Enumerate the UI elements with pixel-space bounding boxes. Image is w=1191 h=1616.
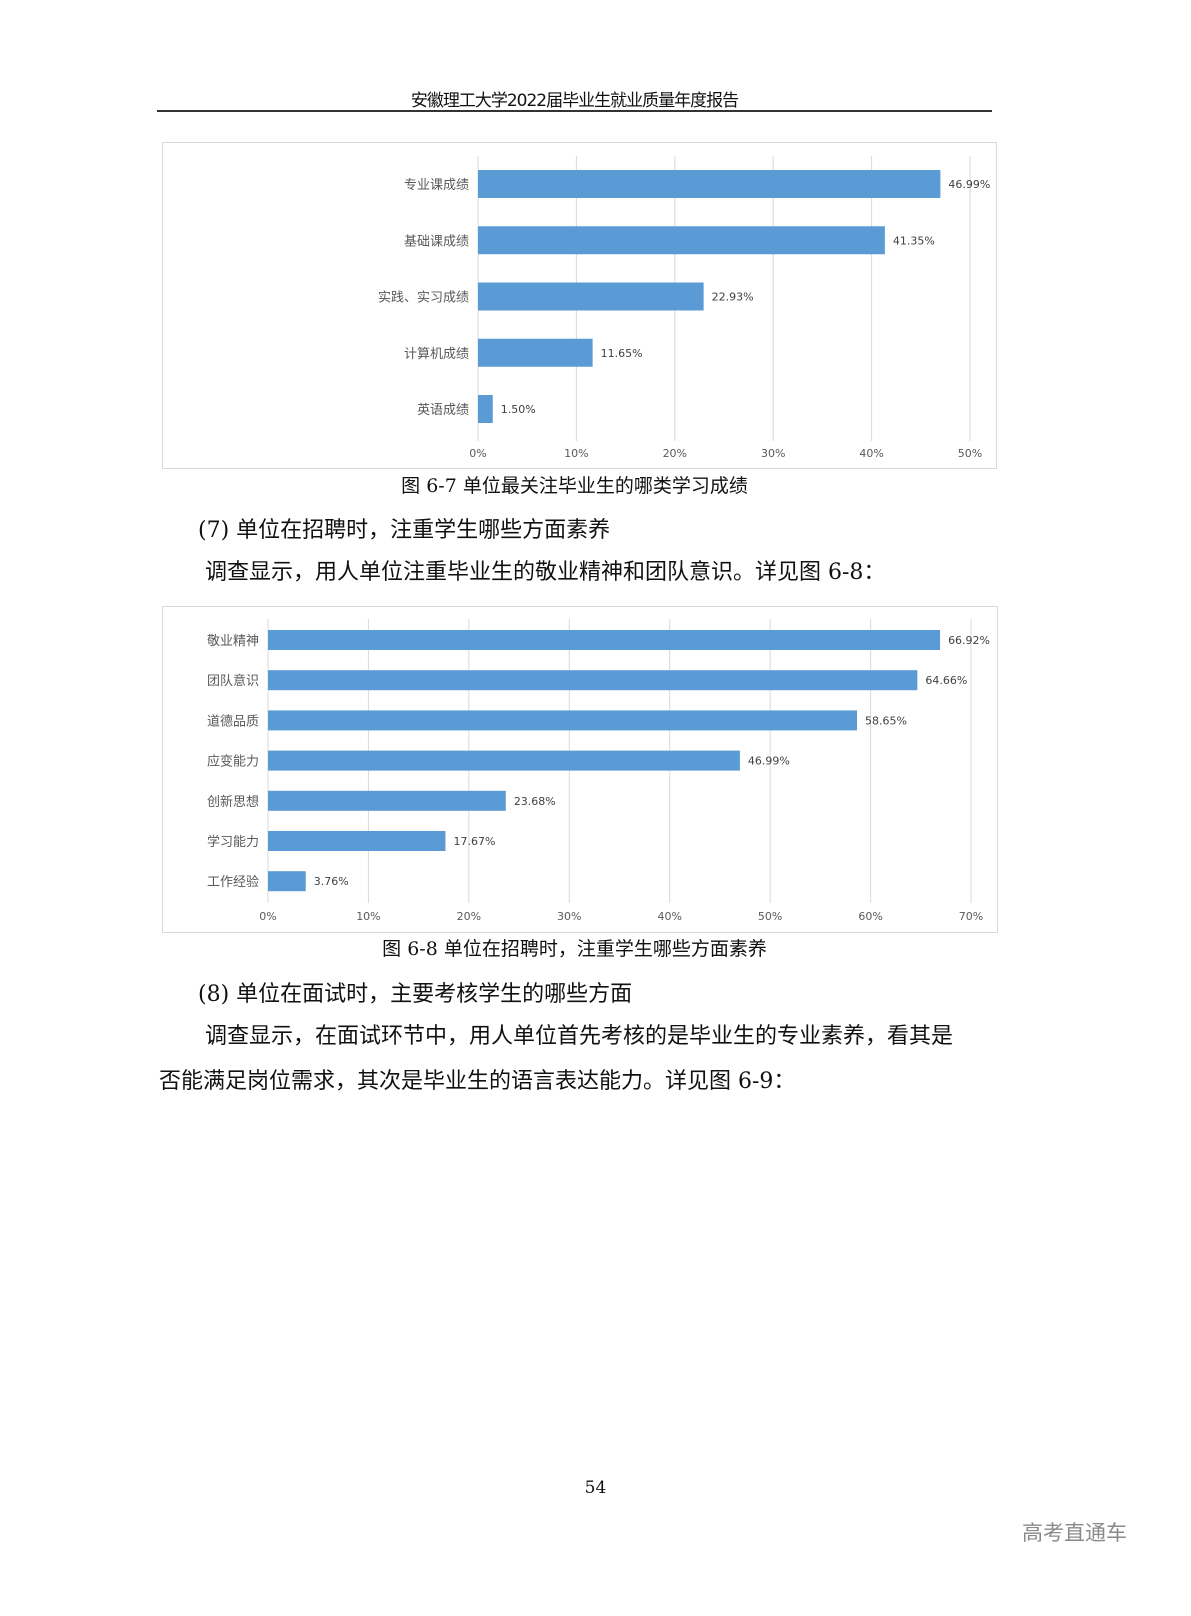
caption-fig-6-7: 图 6-7 单位最关注毕业生的哪类学习成绩 bbox=[401, 475, 748, 497]
bar bbox=[478, 282, 704, 311]
header-divider bbox=[157, 110, 992, 112]
bar bbox=[478, 170, 941, 198]
data-label: 1.50% bbox=[501, 403, 536, 416]
watermark: 高考直通车 bbox=[1022, 1521, 1127, 1545]
data-label: 23.68% bbox=[514, 795, 556, 808]
x-tick-label: 30% bbox=[557, 910, 581, 923]
x-tick-label: 50% bbox=[758, 910, 782, 923]
x-tick-label: 20% bbox=[457, 910, 481, 923]
category-label: 实践、实习成绩 bbox=[378, 291, 469, 306]
x-tick-label: 40% bbox=[657, 910, 681, 923]
bar bbox=[478, 226, 885, 255]
x-tick-label: 30% bbox=[761, 447, 785, 460]
category-label: 道德品质 bbox=[207, 714, 259, 729]
section-8-paragraph-line1: 调查显示，在面试环节中，用人单位首先考核的是毕业生的专业素养，看其是 bbox=[205, 1024, 954, 1049]
bar bbox=[268, 790, 506, 811]
chart-fig-6-8: 0% 10% 20% 30% 40% 50% 60% 70% 敬业精神 66.92% 团队意识 64.… bbox=[162, 606, 998, 933]
caption-fig-6-8: 图 6-8 单位在招聘时，注重学生哪些方面素养 bbox=[382, 938, 767, 960]
bar bbox=[478, 338, 593, 367]
category-label: 应变能力 bbox=[207, 754, 259, 770]
chart-fig-6-7-svg: 0% 10% 20% 30% 40% 50% 专业课成绩 46.99% 基础课成绩 41.35% 实… bbox=[378, 156, 990, 460]
bar bbox=[268, 670, 918, 691]
data-label: 58.65% bbox=[865, 714, 907, 727]
data-label: 41.35% bbox=[893, 234, 935, 247]
bar bbox=[268, 630, 941, 650]
x-tick-label: 60% bbox=[858, 910, 882, 923]
x-tick-label: 40% bbox=[859, 447, 883, 460]
bar bbox=[268, 831, 446, 851]
bar bbox=[268, 710, 858, 731]
data-label: 22.93% bbox=[712, 291, 754, 304]
bar bbox=[478, 395, 493, 423]
data-label: 46.99% bbox=[748, 755, 790, 768]
x-tick-label: 50% bbox=[958, 447, 982, 460]
category-label: 工作经验 bbox=[207, 874, 259, 890]
x-tick-label: 0% bbox=[259, 910, 276, 923]
x-tick-label: 70% bbox=[959, 910, 983, 923]
data-label: 11.65% bbox=[601, 347, 643, 360]
section-7-heading: (7) 单位在招聘时，注重学生哪些方面素养 bbox=[198, 518, 611, 543]
category-label: 计算机成绩 bbox=[404, 347, 469, 362]
data-label: 64.66% bbox=[925, 674, 967, 687]
chart-fig-6-7: 0% 10% 20% 30% 40% 50% 专业课成绩 46.99% 基础课成绩 41.35% 实… bbox=[162, 142, 997, 469]
x-tick-label: 0% bbox=[469, 447, 486, 460]
x-tick-label: 20% bbox=[663, 447, 687, 460]
category-label: 创新思想 bbox=[207, 794, 259, 810]
category-label: 学习能力 bbox=[207, 834, 259, 850]
section-8-heading: (8) 单位在面试时，主要考核学生的哪些方面 bbox=[198, 982, 633, 1007]
data-label: 66.92% bbox=[948, 634, 990, 647]
x-tick-label: 10% bbox=[356, 910, 380, 923]
data-label: 3.76% bbox=[314, 875, 349, 888]
category-label: 基础课成绩 bbox=[404, 234, 469, 249]
page-number: 54 bbox=[584, 1478, 607, 1498]
section-7-paragraph: 调查显示，用人单位注重毕业生的敬业精神和团队意识。详见图 6-8： bbox=[205, 560, 886, 585]
data-label: 46.99% bbox=[948, 178, 990, 191]
chart-fig-6-8-svg: 0% 10% 20% 30% 40% 50% 60% 70% 敬业精神 66.92% 团队意识 64.… bbox=[207, 619, 990, 923]
category-label: 团队意识 bbox=[207, 673, 259, 689]
bar bbox=[268, 871, 306, 892]
category-label: 敬业精神 bbox=[207, 633, 259, 649]
x-tick-label: 10% bbox=[564, 447, 588, 460]
page-header-title: 安徽理工大学2022届毕业生就业质量年度报告 bbox=[410, 91, 739, 111]
category-label: 英语成绩 bbox=[417, 403, 469, 418]
category-label: 专业课成绩 bbox=[404, 178, 469, 193]
section-8-paragraph-line2: 否能满足岗位需求，其次是毕业生的语言表达能力。详见图 6-9： bbox=[159, 1069, 796, 1094]
data-label: 17.67% bbox=[453, 835, 495, 848]
bar bbox=[268, 750, 740, 771]
